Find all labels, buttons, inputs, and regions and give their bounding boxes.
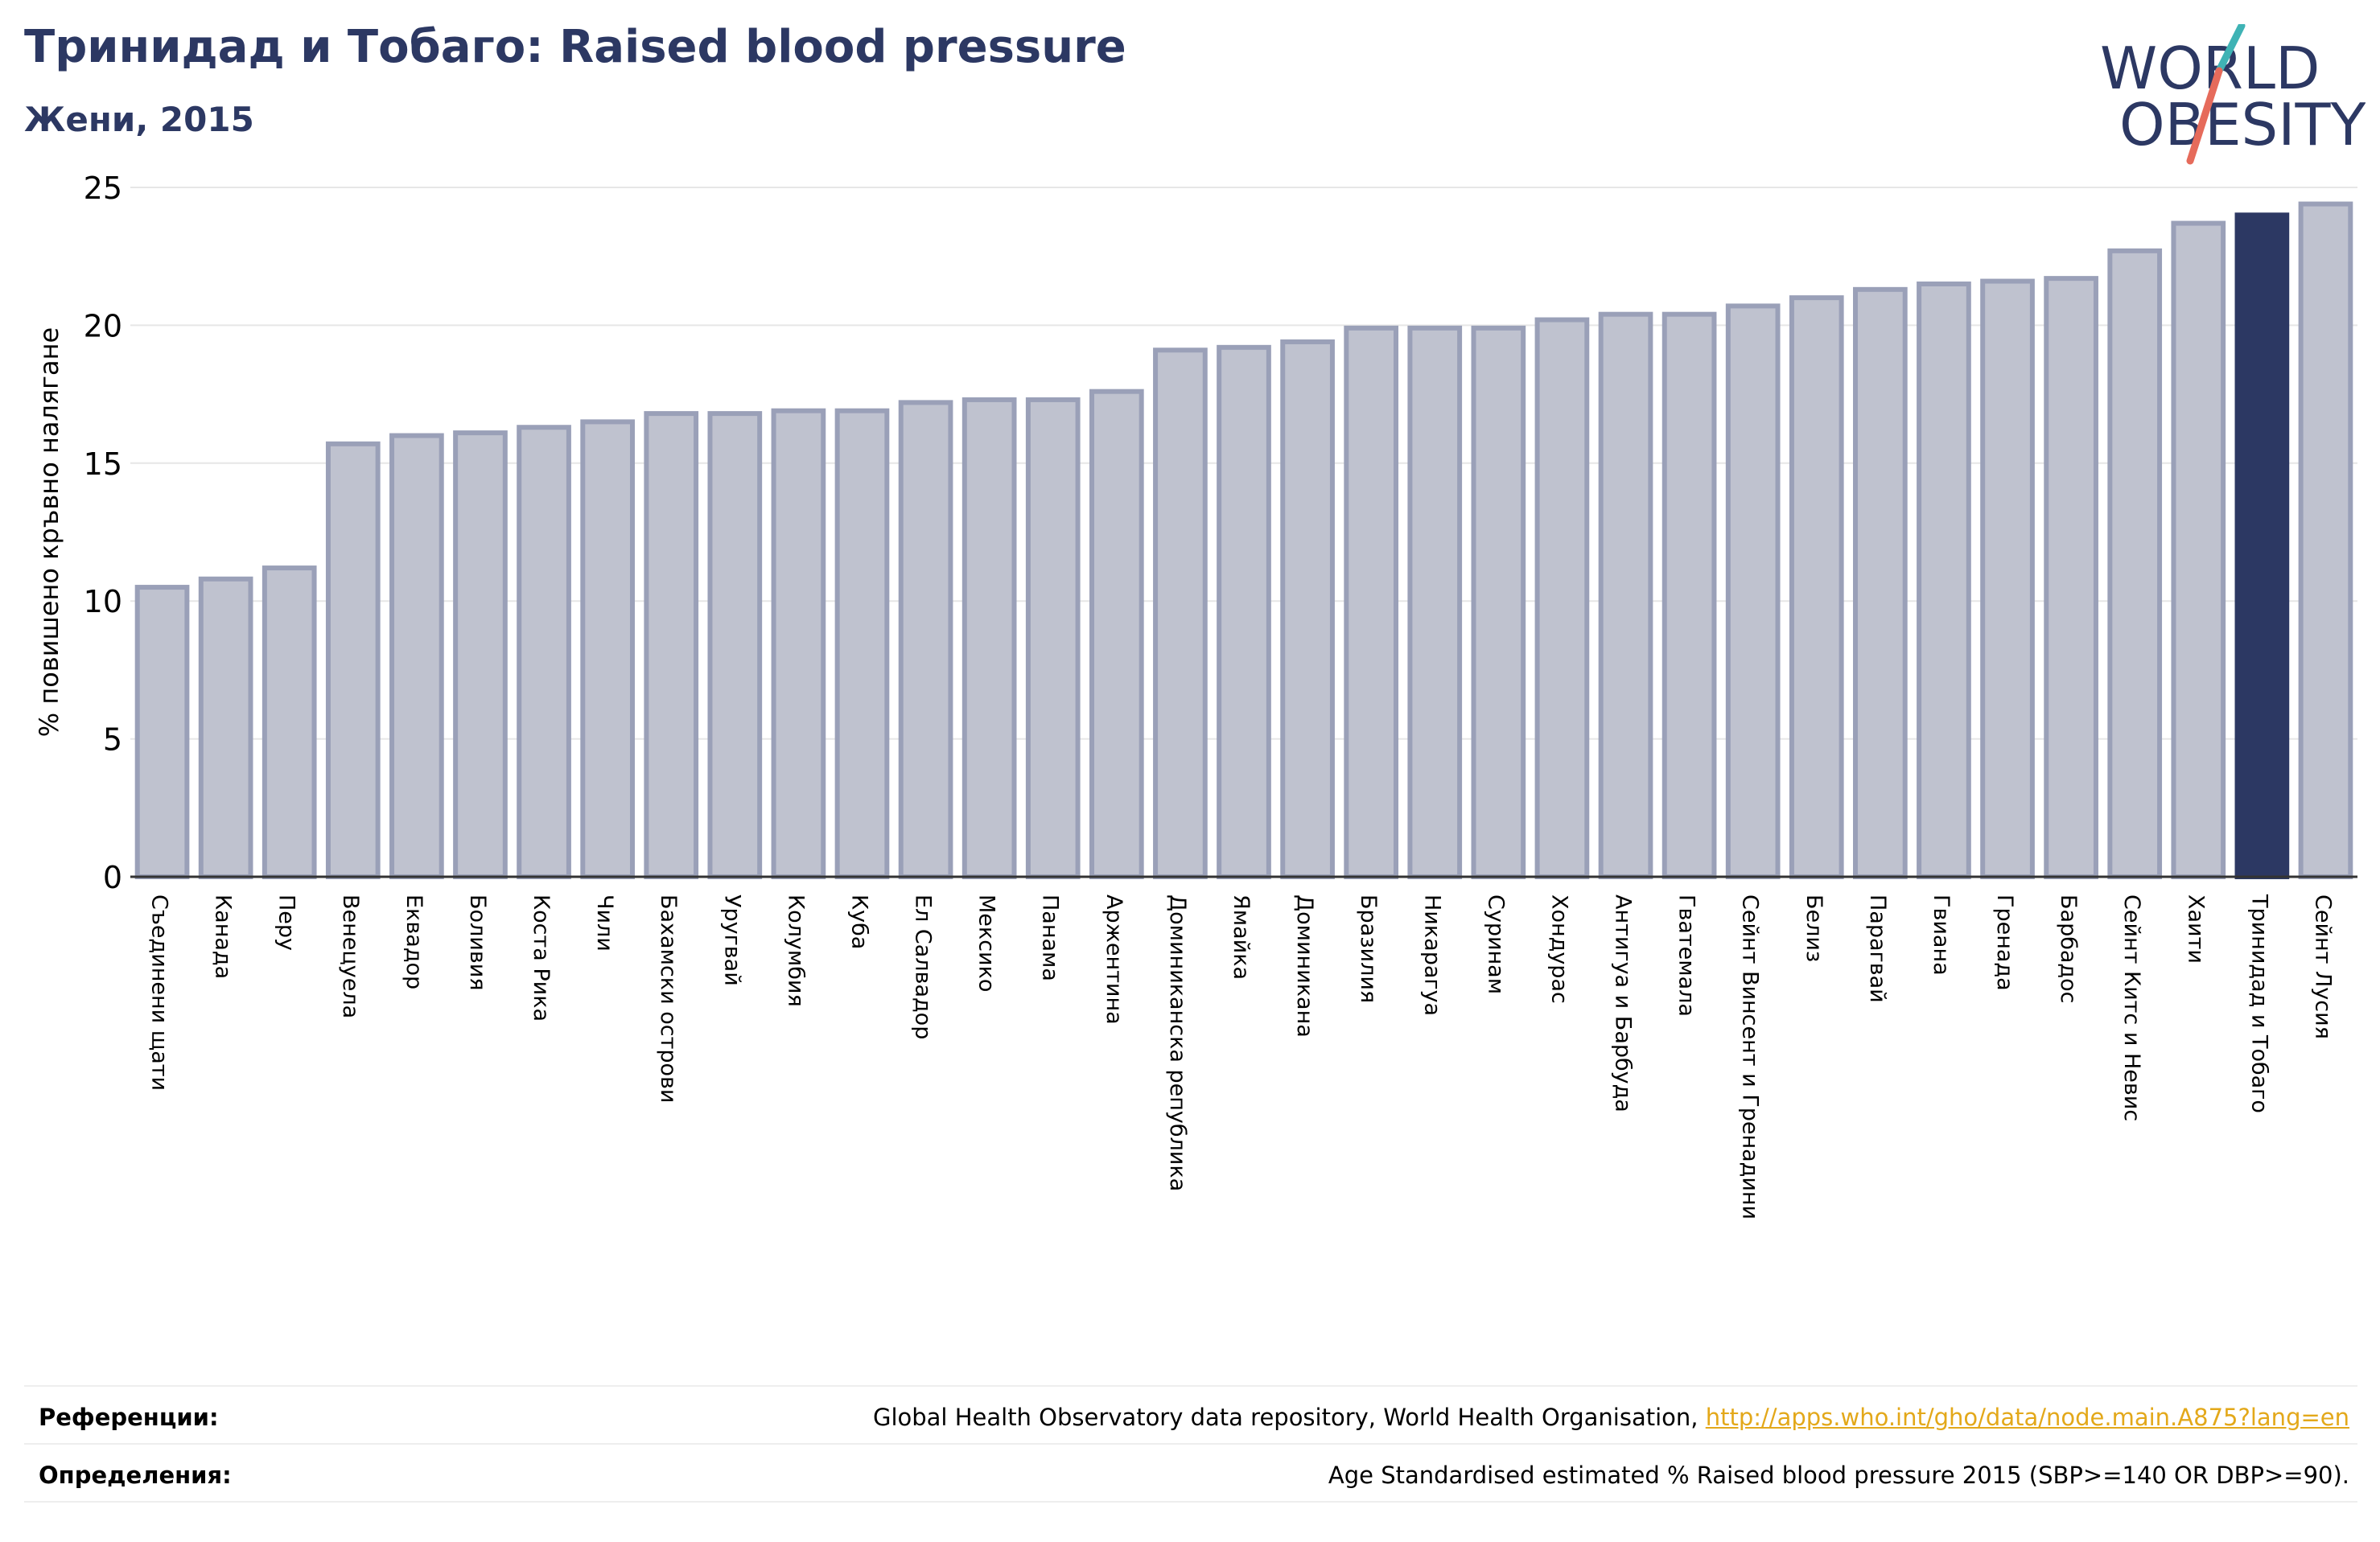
x-tick-label: Канада	[211, 894, 236, 979]
bar	[1344, 325, 1399, 879]
bar	[1407, 325, 1463, 879]
x-tick-label: Суринам	[1483, 894, 1508, 994]
x-tick-label: Тринидад и Тобаго	[2246, 894, 2271, 1113]
x-tick-label: Колумбия	[783, 894, 808, 1007]
references-label: Референции:	[39, 1404, 219, 1431]
chart-title: Тринидад и Тобаго: Raised blood pressure	[24, 21, 1126, 73]
bar	[325, 441, 381, 879]
divider-middle	[24, 1443, 2357, 1445]
bar	[1280, 339, 1335, 879]
bar	[1471, 325, 1526, 879]
x-tick-label: Гренада	[1992, 894, 2017, 991]
y-axis-ticks: 0 5 10 15 20 25	[84, 171, 122, 895]
references-text: Global Health Observatory data repositor…	[872, 1404, 1706, 1431]
x-tick-label: Уругвай	[719, 894, 744, 986]
x-tick-label: Барбадос	[2056, 894, 2081, 1003]
x-tick-label: Куба	[846, 894, 871, 949]
logo-slash-teal	[2215, 24, 2246, 75]
x-tick-label: Еквадор	[401, 894, 426, 989]
bar	[261, 565, 317, 880]
bar	[453, 430, 508, 879]
bar	[1853, 286, 1908, 879]
bar	[1661, 311, 1717, 879]
x-tick-label: Венецуела	[338, 894, 363, 1018]
logo-word-obesity: OBESITY	[2119, 91, 2366, 158]
logo-slash-coral	[2186, 67, 2223, 165]
x-tick-label: Сейнт Китс и Невис	[2119, 894, 2144, 1121]
x-tick-label: Антигуа и Барбуда	[1611, 894, 1636, 1112]
x-tick-label: Панама	[1038, 894, 1063, 981]
bar	[2044, 276, 2098, 879]
x-tick-label: Сейнт Лусия	[2310, 894, 2335, 1039]
bar	[644, 411, 699, 879]
x-tick-label: Никарагуа	[1419, 894, 1444, 1016]
bar	[134, 585, 190, 879]
x-tick-label: Съединени щати	[147, 894, 172, 1091]
bar	[1725, 303, 1781, 879]
x-tick-label: Ямайка	[1229, 894, 1254, 980]
x-tick-label: Перу	[274, 894, 299, 951]
bars	[134, 201, 2353, 880]
bar	[1089, 389, 1144, 879]
bar	[1025, 397, 1081, 879]
bar	[198, 576, 253, 879]
divider-bottom	[24, 1501, 2357, 1503]
bar	[834, 408, 890, 879]
x-tick-label: Гватемала	[1674, 894, 1699, 1017]
definitions-text: Age Standardised estimated % Raised bloo…	[1328, 1462, 2349, 1489]
x-axis-ticks: Съединени щати Канада Перу Венецуела Еквадор…	[147, 894, 2336, 1219]
x-tick-label: Коста Рика	[529, 894, 554, 1022]
x-tick-label: Ел Салвадор	[911, 894, 936, 1039]
x-tick-label: Белиз	[1801, 894, 1826, 962]
bar	[580, 419, 635, 879]
x-tick-label: Боливия	[465, 894, 490, 991]
references-value: Global Health Observatory data repositor…	[873, 1404, 2357, 1431]
x-tick-label: Доминикана	[1292, 894, 1317, 1038]
bar	[1789, 295, 1844, 879]
x-tick-label: Бахамски острови	[656, 894, 681, 1103]
bar-chart: 0 5 10 15 20 25 Съединени щати Канада Перу Венец…	[34, 171, 2357, 1219]
bar	[1917, 281, 1971, 880]
bar	[898, 400, 953, 880]
x-tick-label: Доминиканска република	[1165, 894, 1190, 1191]
world-obesity-logo: WORLD OBESITY	[2100, 24, 2366, 165]
x-tick-label: Мексико	[974, 894, 999, 992]
chart-subtitle: Жени, 2015	[24, 100, 254, 139]
x-tick-label: Гвиана	[1929, 894, 1954, 976]
bar	[517, 425, 571, 879]
y-tick-label: 20	[84, 308, 122, 343]
y-tick-label: 10	[84, 584, 122, 619]
x-tick-label: Хондурас	[1546, 894, 1571, 1004]
bar	[2107, 248, 2163, 879]
y-tick-label: 25	[84, 171, 122, 206]
bar	[1217, 344, 1271, 880]
x-tick-label: Хаити	[2183, 894, 2208, 964]
bar	[961, 397, 1017, 879]
bar	[2298, 201, 2353, 879]
divider-top	[24, 1385, 2357, 1387]
x-tick-label: Сейнт Винсент и Гренадини	[1738, 894, 1763, 1219]
references-row: Референции: Global Health Observatory da…	[24, 1389, 2357, 1445]
x-tick-label: Бразилия	[1356, 894, 1381, 1003]
bar	[1980, 278, 2035, 879]
definitions-label: Определения:	[39, 1462, 232, 1489]
x-tick-label: Аржентина	[1101, 894, 1126, 1025]
x-tick-label: Чили	[592, 894, 617, 952]
x-tick-label: Парагвай	[1865, 894, 1890, 1003]
definitions-row: Определения: Age Standardised estimated …	[24, 1447, 2357, 1503]
bar	[389, 433, 444, 879]
references-link[interactable]: http://apps.who.int/gho/data/node.main.A…	[1705, 1404, 2349, 1431]
bar	[1534, 317, 1590, 879]
bar	[2171, 220, 2226, 879]
y-tick-label: 15	[84, 446, 122, 482]
y-tick-label: 5	[103, 722, 122, 758]
bar-highlighted	[2234, 212, 2290, 879]
bar	[1153, 347, 1208, 879]
y-tick-label: 0	[103, 860, 122, 895]
y-axis-label: % повишено кръвно налягане	[34, 327, 64, 737]
bar	[1598, 311, 1653, 879]
bar	[707, 411, 763, 879]
bar	[771, 408, 826, 879]
